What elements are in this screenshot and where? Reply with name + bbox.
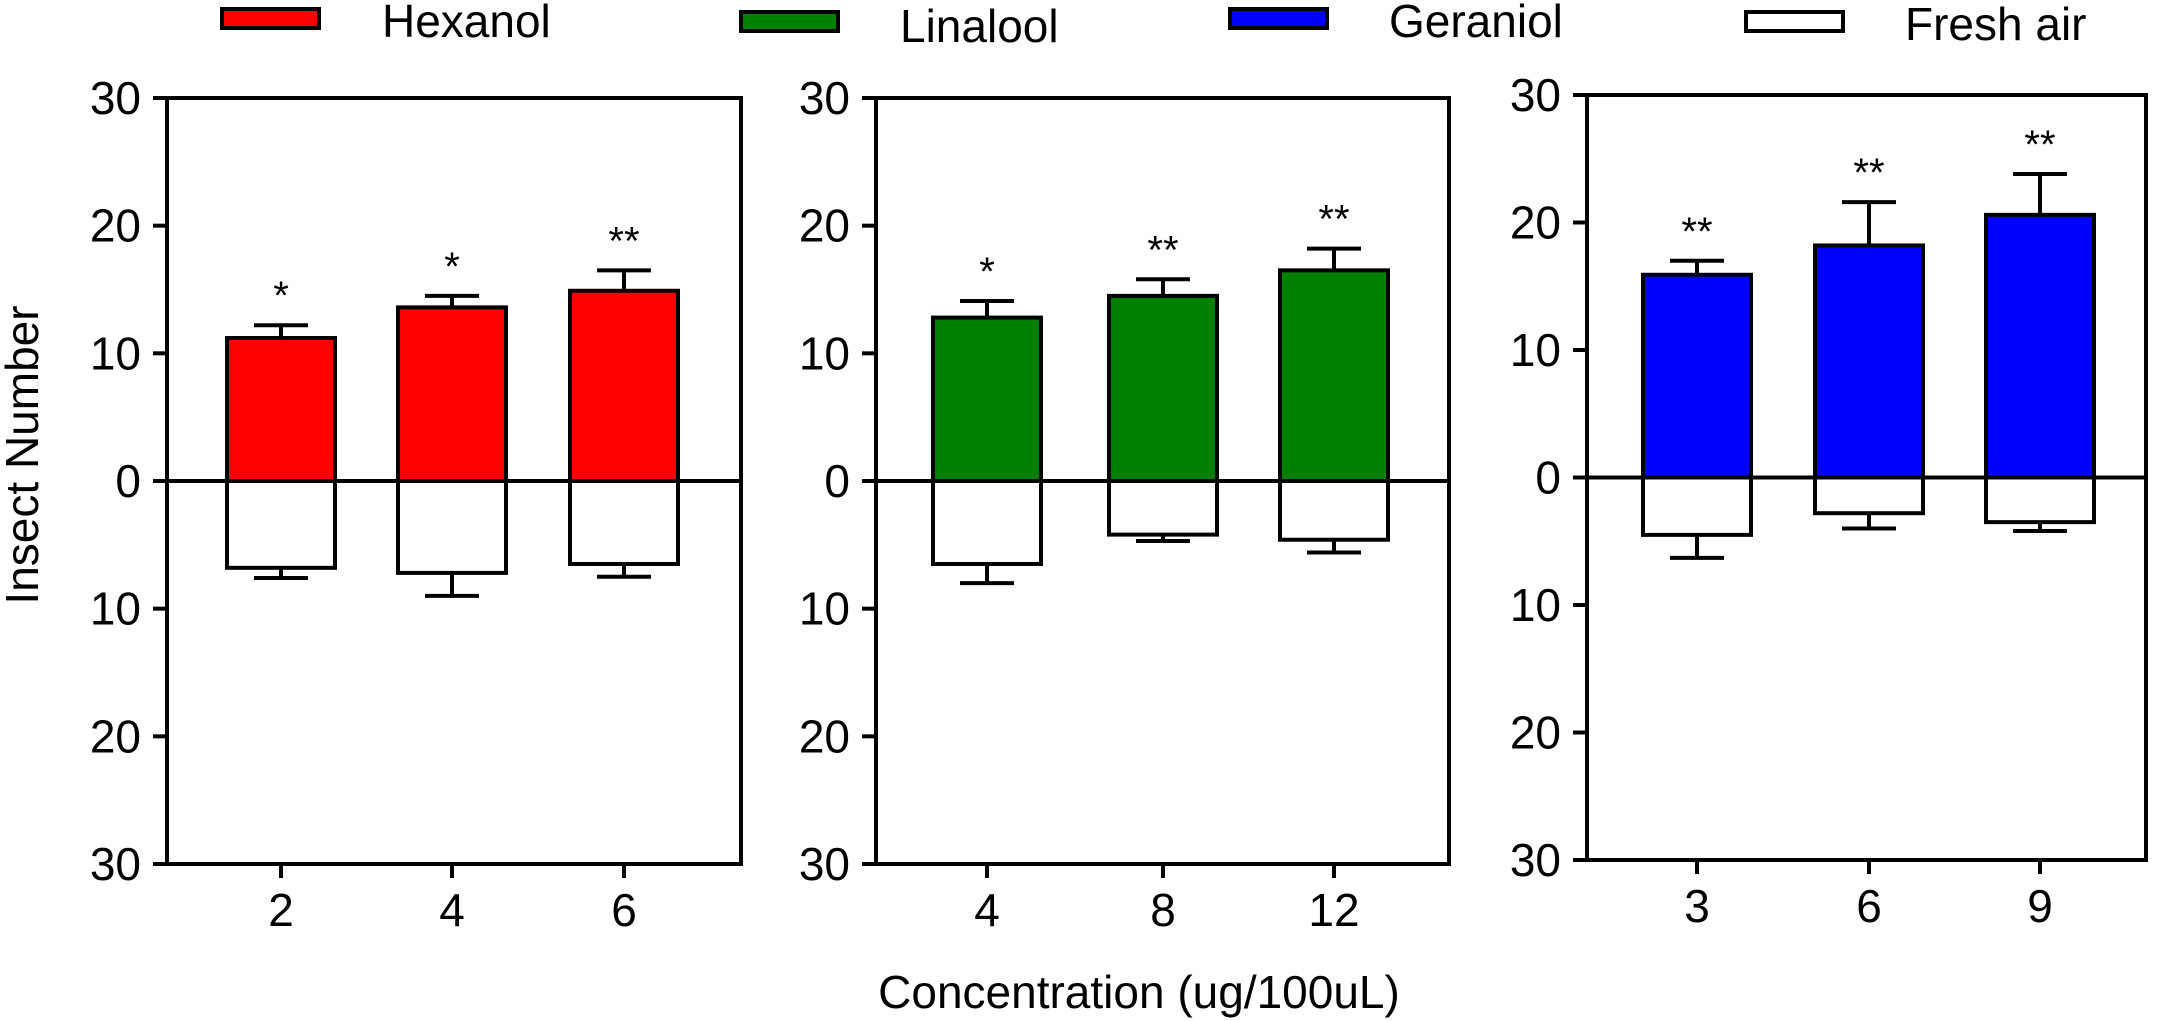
significance-marker: ** xyxy=(608,219,639,263)
y-tick-label: 30 xyxy=(90,838,141,890)
bar-fresh-air xyxy=(396,479,508,575)
y-tick-label: 30 xyxy=(799,72,850,124)
y-axis-title: Insect Number xyxy=(0,305,48,604)
x-tick-label: 4 xyxy=(974,884,1000,936)
legend: Hexanol Linalool Geraniol Fresh air xyxy=(220,0,2086,52)
legend-swatch-geraniol xyxy=(1228,7,1329,30)
bar-fresh-air xyxy=(1641,475,1753,537)
x-tick-label: 2 xyxy=(268,884,294,936)
x-tick-label: 6 xyxy=(1856,880,1882,932)
bar-fresh-air xyxy=(225,479,337,570)
bar-fresh-air xyxy=(931,479,1043,566)
legend-swatch-hexanol xyxy=(220,7,321,30)
bar-treatment xyxy=(1278,268,1390,483)
bar-treatment xyxy=(396,305,508,483)
y-tick-label: 30 xyxy=(1510,69,1561,121)
y-tick-label: 10 xyxy=(90,583,141,635)
y-tick-label: 0 xyxy=(824,455,850,507)
y-tick-label: 30 xyxy=(90,72,141,124)
y-tick-label: 20 xyxy=(1510,197,1561,249)
significance-marker: ** xyxy=(1147,228,1178,272)
bar-treatment xyxy=(225,336,337,483)
legend-swatch-fresh-air xyxy=(1744,10,1845,33)
x-tick-label: 12 xyxy=(1308,884,1359,936)
legend-label-hexanol: Hexanol xyxy=(382,0,551,47)
y-tick-label: 20 xyxy=(90,710,141,762)
legend-label-fresh-air: Fresh air xyxy=(1905,0,2086,50)
y-tick-label: 10 xyxy=(1510,579,1561,631)
y-tick-label: 10 xyxy=(90,327,141,379)
bar-treatment xyxy=(931,315,1043,483)
y-tick-label: 30 xyxy=(1510,834,1561,886)
significance-marker: ** xyxy=(1681,210,1712,254)
y-tick-label: 20 xyxy=(799,710,850,762)
y-tick-label: 0 xyxy=(1535,452,1561,504)
bar-treatment xyxy=(1984,212,2096,480)
x-axis-title: Concentration (ug/100uL) xyxy=(878,966,1400,1018)
x-tick-label: 4 xyxy=(439,884,465,936)
bar-fresh-air xyxy=(1813,475,1925,516)
significance-marker: * xyxy=(979,250,995,294)
significance-marker: ** xyxy=(1318,198,1349,242)
bar-treatment xyxy=(1641,272,1753,480)
significance-marker: ** xyxy=(1853,151,1884,195)
bar-fresh-air xyxy=(568,479,680,566)
bar-fresh-air xyxy=(1107,479,1219,537)
y-tick-label: 20 xyxy=(1510,707,1561,759)
x-tick-label: 6 xyxy=(611,884,637,936)
y-tick-label: 20 xyxy=(799,200,850,252)
legend-label-geraniol: Geraniol xyxy=(1389,0,1563,47)
panel-hexanol: 30 20 10 0 10 20 30 * 2 * 4 ** 6 xyxy=(90,72,743,936)
x-tick-label: 9 xyxy=(2027,880,2053,932)
significance-marker: * xyxy=(444,245,460,289)
x-tick-label: 3 xyxy=(1684,880,1710,932)
bar-treatment xyxy=(568,288,680,483)
legend-swatch-linalool xyxy=(739,10,840,33)
y-tick-label: 10 xyxy=(799,327,850,379)
y-tick-label: 10 xyxy=(799,583,850,635)
panel-linalool: 30 20 10 0 10 20 30 * 4 ** 8 ** 12 xyxy=(799,72,1451,936)
x-tick-label: 8 xyxy=(1150,884,1176,936)
bar-fresh-air xyxy=(1278,479,1390,542)
panel-geraniol: 30 20 10 0 10 20 30 ** 3 ** 6 ** 9 xyxy=(1510,69,2148,932)
legend-label-linalool: Linalool xyxy=(900,0,1059,52)
significance-marker: ** xyxy=(2024,123,2055,167)
y-tick-label: 30 xyxy=(799,838,850,890)
bar-treatment xyxy=(1107,293,1219,483)
y-tick-label: 20 xyxy=(90,200,141,252)
y-tick-label: 0 xyxy=(115,455,141,507)
bar-treatment xyxy=(1813,243,1925,480)
y-tick-label: 10 xyxy=(1510,324,1561,376)
bar-fresh-air xyxy=(1984,475,2096,525)
significance-marker: * xyxy=(273,274,289,318)
